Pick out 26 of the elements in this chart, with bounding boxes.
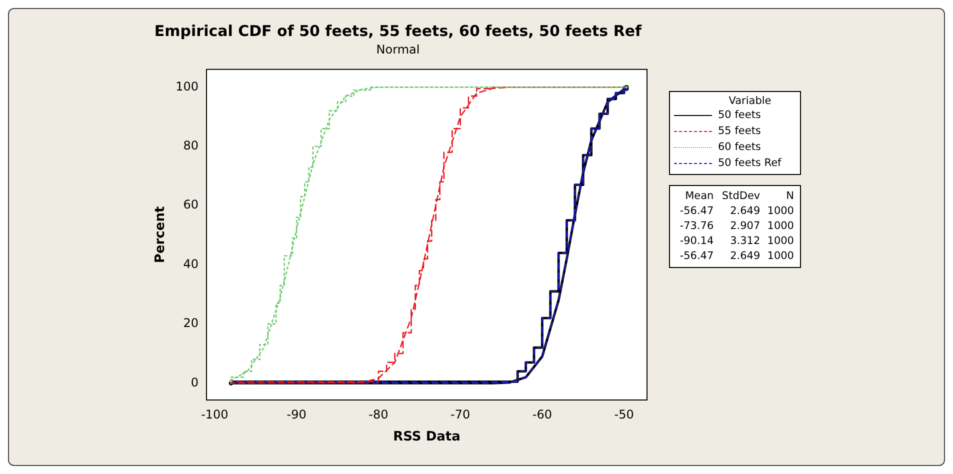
x-tick-label: -90 [286,407,306,422]
y-tick-label: 0 [190,375,199,390]
chart-title: Empirical CDF of 50 feets, 55 feets, 60 feets, 50 feets Ref [154,22,642,40]
text: Mean StdDev N [685,190,794,202]
chart-subtitle: Normal [376,42,420,56]
y-tick-label: 80 [183,138,199,152]
x-tick-label: -80 [368,407,388,422]
text: -90.14 3.312 1000 [680,235,794,247]
text: -73.76 2.907 1000 [680,220,794,232]
legend-title: Variable [728,95,772,107]
y-tick-label: 40 [183,256,199,271]
legend-label: 60 feets [718,141,761,153]
y-tick-label: 20 [183,316,199,330]
x-tick-label: -50 [614,407,634,422]
y-tick-label: 100 [176,79,199,94]
x-tick-label: -60 [532,407,552,422]
text: -56.47 2.649 1000 [680,250,794,262]
x-axis-title: RSS Data [393,430,460,445]
legend-label: 55 feets [718,125,761,137]
x-tick-label: -100 [201,407,228,422]
text: -56.47 2.649 1000 [680,205,794,217]
y-tick-label: 60 [183,198,199,212]
y-axis-title: Percent [153,206,168,264]
legend-label: 50 feets Ref [718,157,782,169]
x-tick-label: -70 [450,407,470,422]
legend-label: 50 feets [718,109,761,121]
